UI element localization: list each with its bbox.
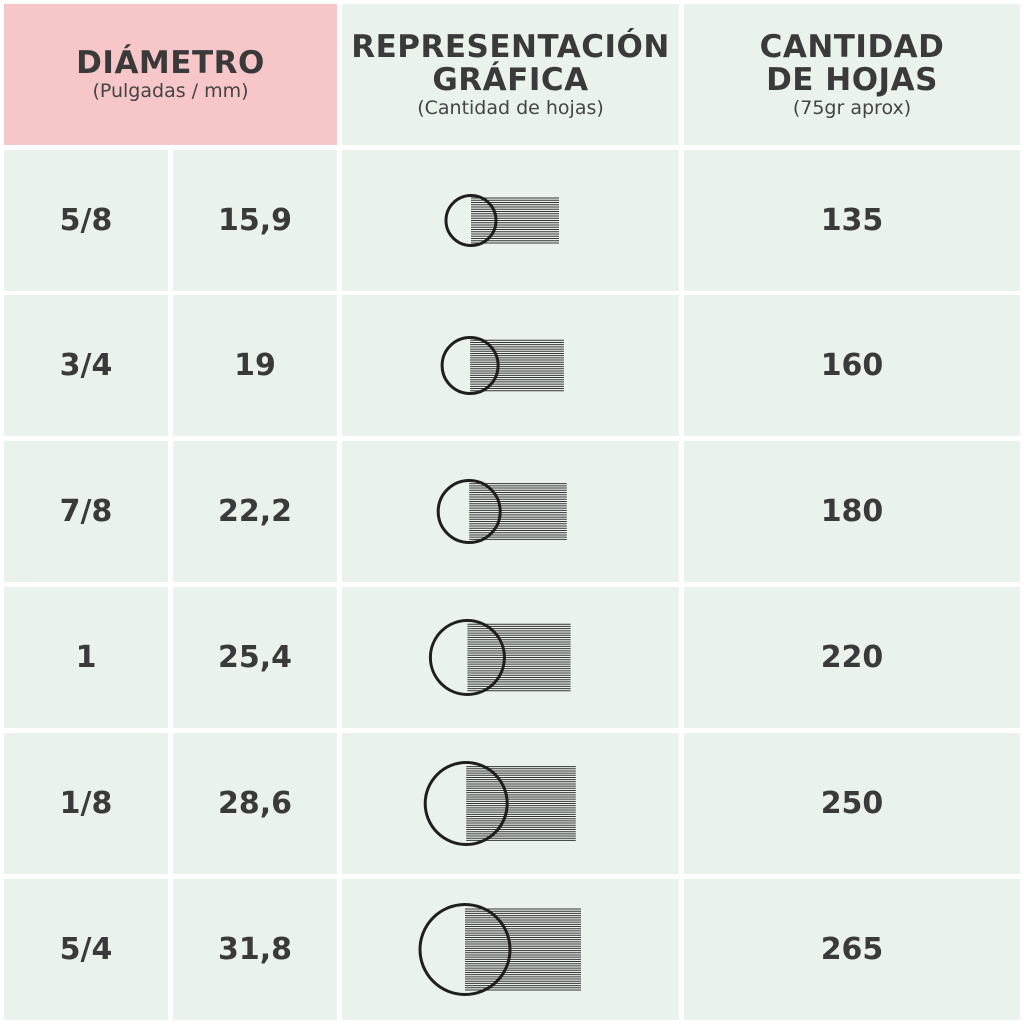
ring-circle bbox=[440, 336, 500, 395]
binding-ring-icon bbox=[423, 761, 576, 846]
binding-ring-icon bbox=[444, 194, 559, 247]
ring-circle bbox=[418, 903, 512, 996]
cell-graphic bbox=[342, 295, 679, 436]
cell-mm: 25,4 bbox=[173, 587, 337, 728]
graphic-title-line2: GRÁFICA bbox=[432, 61, 589, 98]
sheet-stack bbox=[466, 766, 576, 841]
sheets-subtitle: (75gr aprox) bbox=[792, 96, 912, 119]
binding-ring-icon bbox=[440, 336, 564, 395]
sheet-stack bbox=[470, 339, 564, 392]
ring-circle bbox=[428, 619, 506, 696]
cell-sheets: 220 bbox=[684, 587, 1020, 728]
cell-graphic bbox=[342, 879, 679, 1020]
cell-sheets: 265 bbox=[684, 879, 1020, 1020]
cell-sheets-value: 135 bbox=[820, 203, 884, 238]
cell-inches-value: 1 bbox=[75, 640, 97, 675]
graphic-title-line1: REPRESENTACIÓN bbox=[351, 28, 670, 65]
cell-sheets: 135 bbox=[684, 150, 1020, 291]
diameter-title: DIÁMETRO bbox=[76, 45, 265, 81]
cell-mm-value: 31,8 bbox=[217, 932, 293, 967]
ring-circle bbox=[423, 761, 509, 846]
binding-ring-icon bbox=[418, 903, 581, 996]
cell-mm: 22,2 bbox=[173, 441, 337, 582]
header-sheets: CANTIDAD DE HOJAS (75gr aprox) bbox=[684, 4, 1020, 145]
cell-mm-value: 19 bbox=[234, 348, 276, 383]
cell-sheets-value: 160 bbox=[820, 348, 884, 383]
cell-mm-value: 15,9 bbox=[217, 203, 293, 238]
cell-mm: 28,6 bbox=[173, 733, 337, 874]
sheets-title-line1: CANTIDAD bbox=[759, 28, 945, 65]
cell-sheets: 250 bbox=[684, 733, 1020, 874]
cell-mm-value: 28,6 bbox=[217, 786, 293, 821]
cell-sheets-value: 220 bbox=[820, 640, 884, 675]
cell-mm-value: 25,4 bbox=[217, 640, 293, 675]
cell-inches-value: 5/4 bbox=[59, 932, 113, 967]
header-graphic: REPRESENTACIÓN GRÁFICA (Cantidad de hoja… bbox=[342, 4, 679, 145]
cell-mm-value: 22,2 bbox=[217, 494, 293, 529]
cell-inches-value: 7/8 bbox=[59, 494, 113, 529]
cell-inches: 5/4 bbox=[4, 879, 168, 1020]
cell-mm: 31,8 bbox=[173, 879, 337, 1020]
cell-inches: 3/4 bbox=[4, 295, 168, 436]
cell-sheets-value: 180 bbox=[820, 494, 884, 529]
cell-graphic bbox=[342, 150, 679, 291]
sheet-stack bbox=[465, 908, 581, 991]
cell-inches: 1/8 bbox=[4, 733, 168, 874]
cell-graphic bbox=[342, 733, 679, 874]
ring-circle bbox=[436, 479, 502, 544]
cell-graphic bbox=[342, 587, 679, 728]
cell-inches: 1 bbox=[4, 587, 168, 728]
sheet-stack bbox=[471, 197, 559, 244]
cell-sheets-value: 250 bbox=[820, 786, 884, 821]
cell-sheets: 160 bbox=[684, 295, 1020, 436]
cell-inches-value: 1/8 bbox=[59, 786, 113, 821]
diameter-subtitle: (Pulgadas / mm) bbox=[92, 80, 249, 102]
cell-mm: 15,9 bbox=[173, 150, 337, 291]
cell-inches-value: 3/4 bbox=[59, 348, 113, 383]
ring-circle bbox=[444, 194, 498, 247]
header-diameter: DIÁMETRO (Pulgadas / mm) bbox=[4, 4, 337, 145]
sheet-stack bbox=[469, 483, 567, 540]
graphic-subtitle: (Cantidad de hojas) bbox=[417, 96, 604, 119]
cell-inches: 5/8 bbox=[4, 150, 168, 291]
cell-graphic bbox=[342, 441, 679, 582]
cell-inches: 7/8 bbox=[4, 441, 168, 582]
sheets-title-line2: DE HOJAS bbox=[766, 61, 938, 98]
sheet-stack bbox=[467, 623, 571, 692]
cell-inches-value: 5/8 bbox=[59, 203, 113, 238]
cell-sheets-value: 265 bbox=[820, 932, 884, 967]
cell-mm: 19 bbox=[173, 295, 337, 436]
binding-ring-icon bbox=[428, 619, 571, 696]
binding-ring-icon bbox=[436, 479, 567, 544]
cell-sheets: 180 bbox=[684, 441, 1020, 582]
